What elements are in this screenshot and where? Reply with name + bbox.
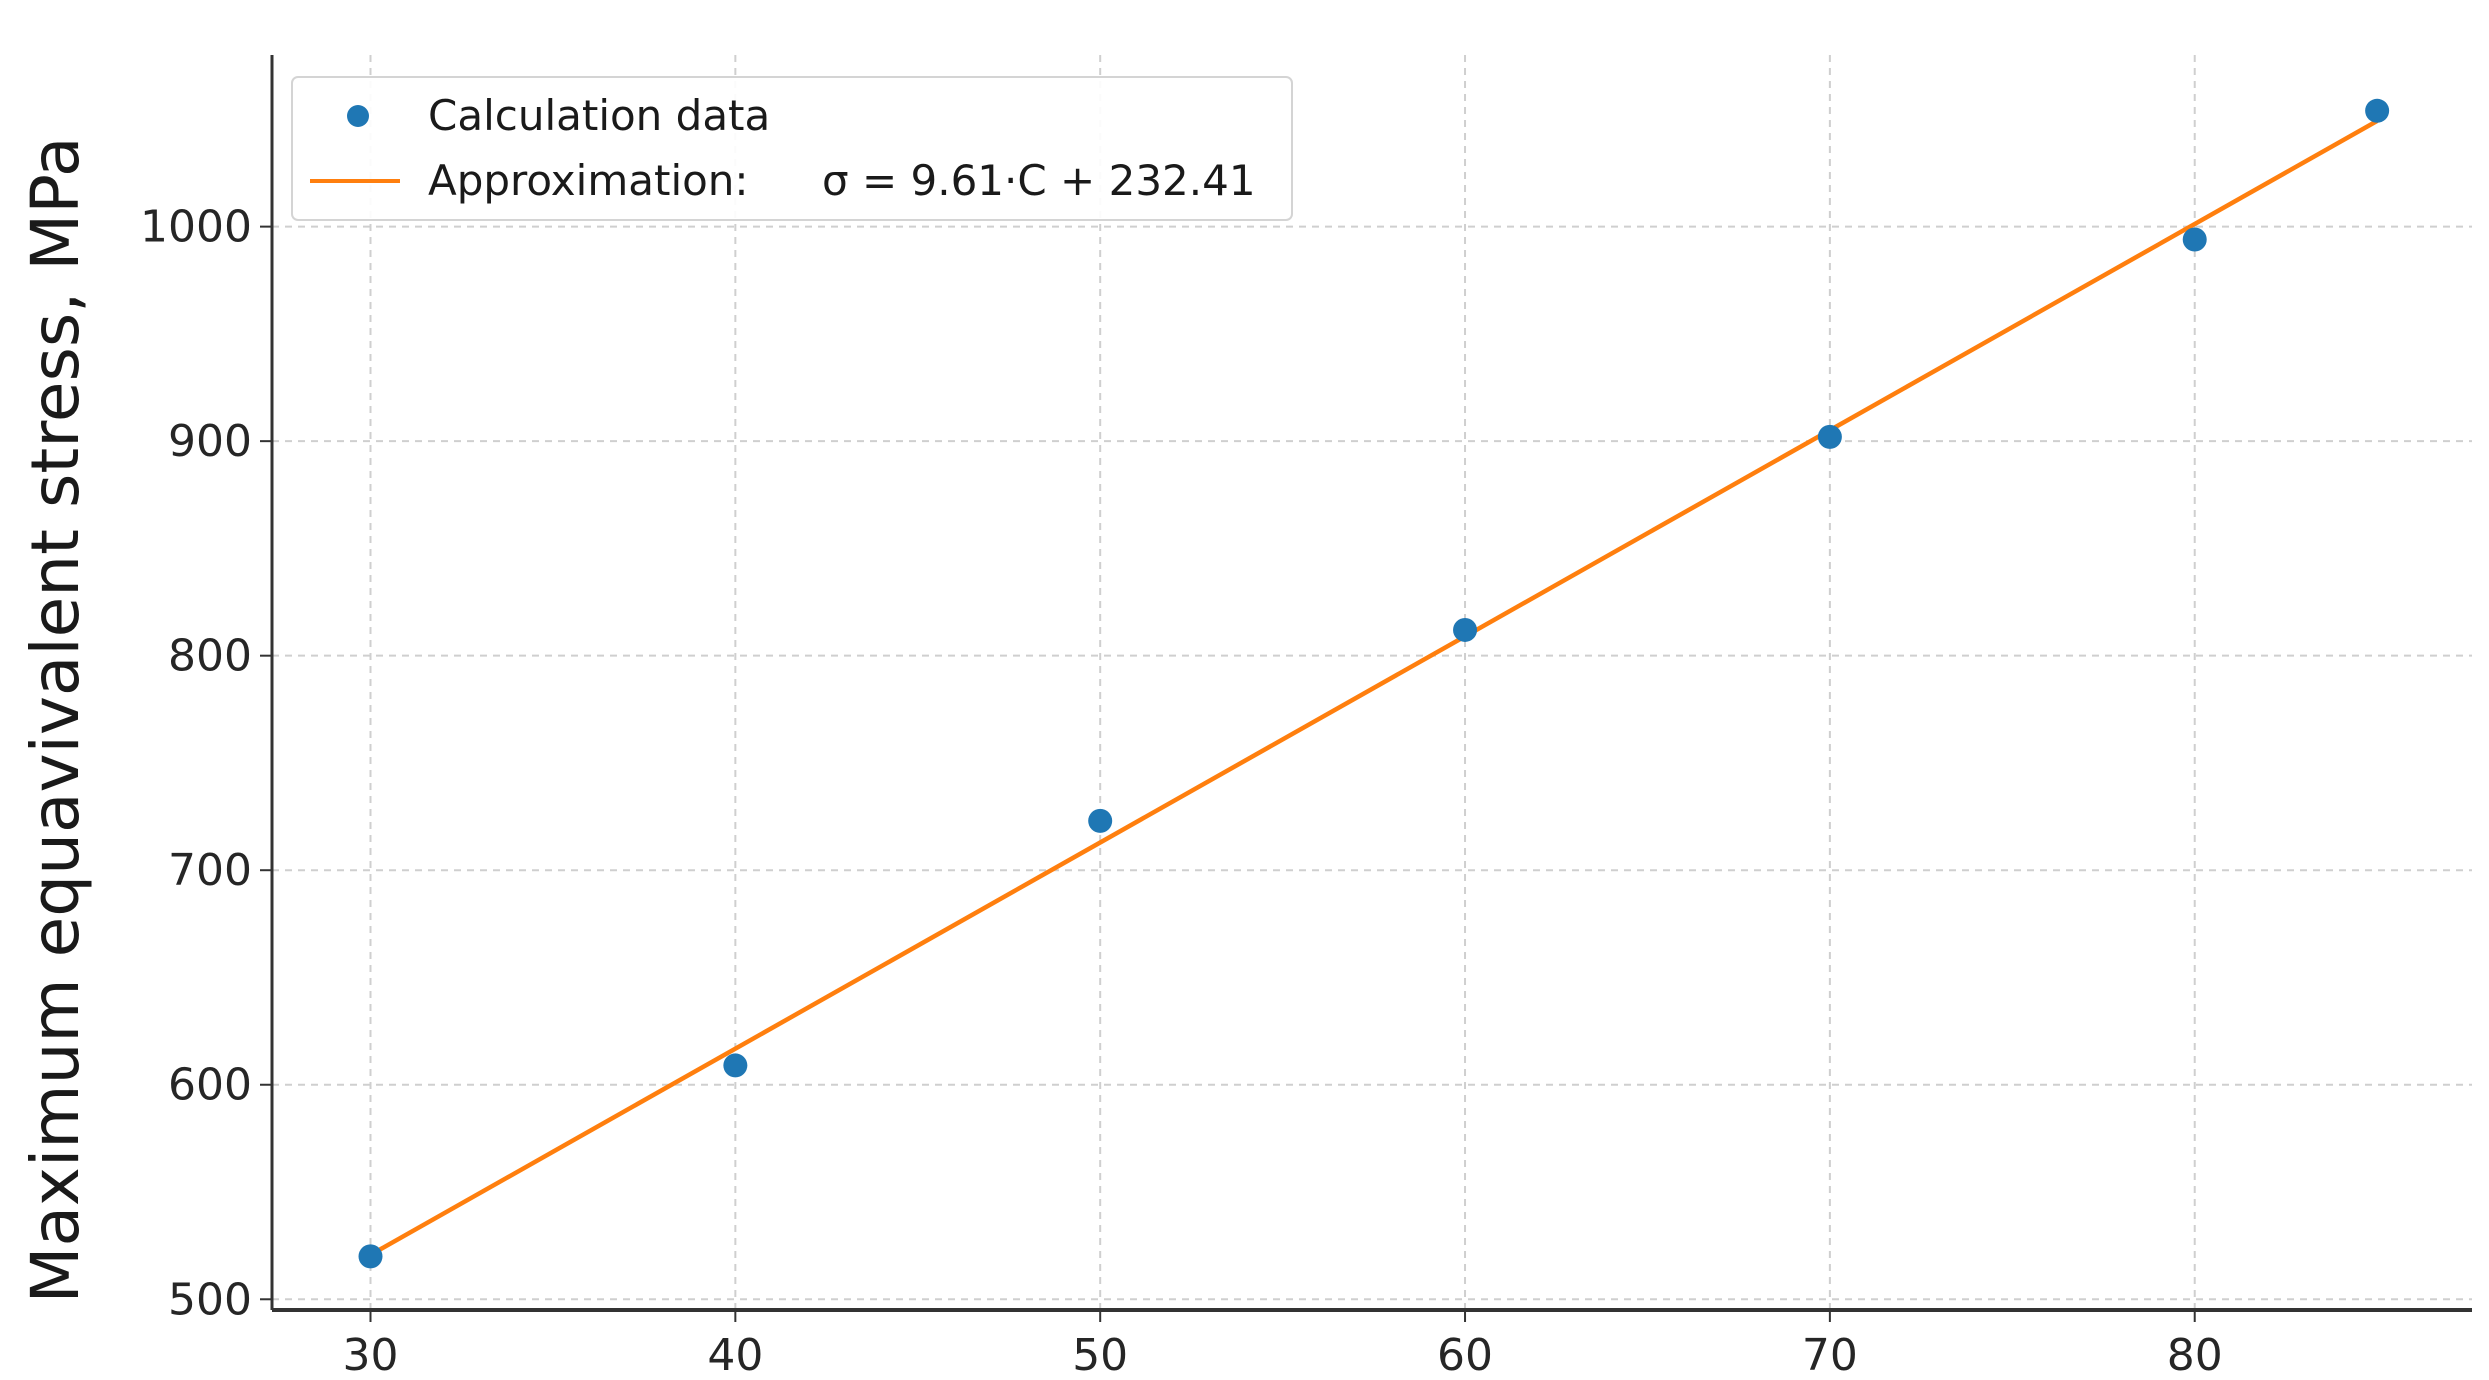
x-tick-label-70: 70 xyxy=(1802,1330,1858,1380)
data-point-50 xyxy=(1088,808,1113,833)
data-point-85 xyxy=(2365,98,2390,123)
y-tick-label-500: 500 xyxy=(168,1274,252,1325)
y-tick-label-800: 800 xyxy=(168,631,252,682)
y-axis-title: Maximum equavivalent stress, MPa xyxy=(17,137,94,1304)
x-tick-label-80: 80 xyxy=(2167,1330,2223,1380)
data-point-30 xyxy=(358,1244,383,1269)
data-point-60 xyxy=(1453,617,1478,642)
legend-box xyxy=(291,76,1293,221)
y-tick-label-700: 700 xyxy=(168,845,252,896)
legend: Calculation data Approximation: σ = 9.61… xyxy=(291,76,1293,221)
series-layer xyxy=(358,98,2390,1269)
y-tick-label-900: 900 xyxy=(168,416,252,467)
approximation-line xyxy=(369,118,2379,1257)
grid xyxy=(272,55,2472,1310)
x-tick-label-60: 60 xyxy=(1437,1330,1493,1380)
axes xyxy=(270,55,2472,1312)
x-tick-label-50: 50 xyxy=(1072,1330,1128,1380)
data-point-40 xyxy=(723,1053,748,1078)
y-tick-label-600: 600 xyxy=(168,1060,252,1111)
legend-label-approximation: Approximation: xyxy=(428,156,749,205)
ticks: 30 40 50 60 70 80 500 600 700 800 900 1000 xyxy=(140,202,2223,1380)
x-tick-label-30: 30 xyxy=(343,1330,399,1380)
data-point-80 xyxy=(2182,227,2207,252)
legend-approximation-equation: σ = 9.61·C + 232.41 xyxy=(822,156,1256,205)
legend-label-calculation-data: Calculation data xyxy=(428,91,770,140)
y-tick-label-1000: 1000 xyxy=(140,202,252,253)
legend-marker-calculation-data xyxy=(347,105,369,127)
x-tick-label-40: 40 xyxy=(707,1330,763,1380)
data-point-70 xyxy=(1817,424,1842,449)
